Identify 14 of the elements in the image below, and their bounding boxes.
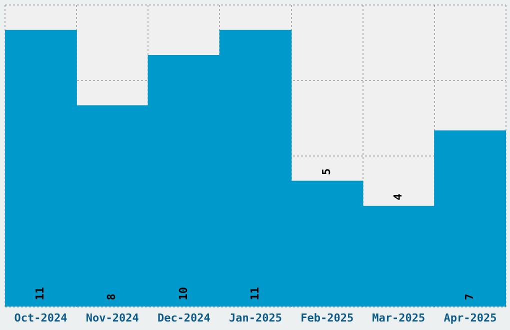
data-label: 5 (320, 168, 333, 176)
data-label: 10 (176, 287, 190, 300)
data-label: 8 (105, 294, 118, 300)
x-tick-label: Dec-2024 (157, 311, 211, 324)
data-label: 11 (34, 286, 47, 300)
x-tick-label: Feb-2025 (300, 311, 354, 324)
data-label: 4 (392, 193, 404, 200)
x-tick-label: Mar-2025 (372, 311, 426, 324)
x-tick-label: Oct-2024 (14, 311, 68, 324)
x-tick-label: Apr-2025 (444, 311, 497, 324)
data-label: 11 (248, 286, 262, 300)
x-tick-label: Nov-2024 (86, 311, 140, 324)
x-tick-label: Jan-2025 (229, 311, 282, 324)
data-label: 7 (463, 294, 476, 300)
